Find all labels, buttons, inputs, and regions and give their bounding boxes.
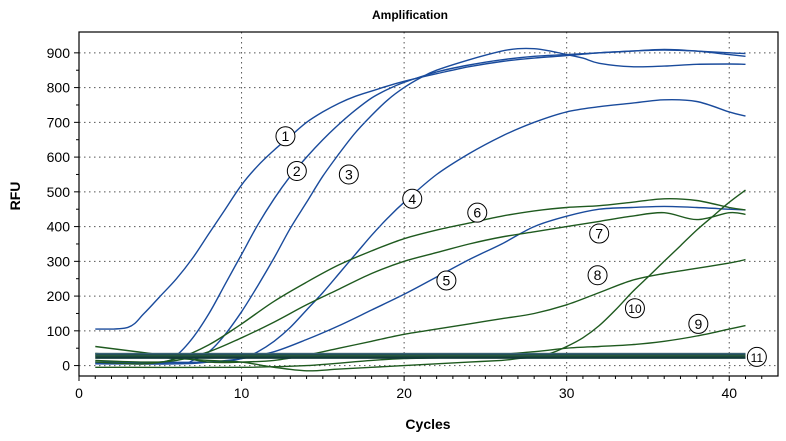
curve-label-1: 1 — [275, 126, 296, 147]
curve-label-text: 9 — [694, 316, 702, 332]
curve-label-9: 9 — [688, 313, 709, 334]
series-3-line — [95, 47, 746, 365]
curve-label-11: 11 — [746, 346, 767, 367]
curve-series — [95, 47, 746, 372]
curve-label-circle — [467, 202, 488, 223]
series-8-line — [95, 258, 746, 364]
series-2-line — [95, 48, 746, 365]
curve-label-circle — [624, 298, 645, 319]
y-tick-label: 300 — [47, 253, 71, 269]
curve-label-circle — [402, 188, 423, 209]
curve-label-text: 10 — [628, 302, 642, 316]
series-7-line — [95, 211, 746, 363]
y-tick-label: 600 — [47, 149, 71, 165]
curve-label-circle — [286, 160, 307, 181]
y-tick-label: 400 — [47, 219, 71, 235]
chart-title: Amplification — [372, 8, 448, 22]
curve-label-10: 10 — [624, 298, 645, 319]
y-tick-label: 800 — [47, 80, 71, 96]
y-axis-label: RFU — [7, 182, 23, 211]
curve-label-circle — [275, 126, 296, 147]
curve-label-4: 4 — [402, 188, 423, 209]
curve-label-2: 2 — [286, 160, 307, 181]
y-tick-label: 500 — [47, 184, 71, 200]
curve-label-text: 3 — [345, 166, 353, 182]
curve-label-6: 6 — [467, 202, 488, 223]
curve-label-3: 3 — [338, 164, 359, 185]
x-axis-label: Cycles — [405, 416, 450, 432]
series-5-line — [95, 205, 746, 365]
series-4-line — [95, 98, 746, 364]
x-tick-label: 40 — [721, 385, 737, 401]
curve-label-text: 2 — [293, 163, 301, 179]
curve-label-7: 7 — [589, 223, 610, 244]
y-tick-label: 700 — [47, 114, 71, 130]
y-tick-label: 0 — [62, 358, 70, 374]
curve-label-text: 1 — [282, 128, 290, 144]
curve-label-text: 7 — [595, 226, 603, 242]
curve-label-8: 8 — [587, 265, 608, 286]
x-tick-label: 30 — [559, 385, 575, 401]
series-9-line — [95, 324, 746, 369]
curve-label-text: 6 — [473, 205, 481, 221]
series-6-line — [95, 198, 746, 365]
x-tick-label: 10 — [234, 385, 250, 401]
curve-label-text: 8 — [594, 267, 602, 283]
y-tick-label: 200 — [47, 288, 71, 304]
series-1-line — [95, 49, 746, 330]
curve-label-circle — [587, 265, 608, 286]
curve-labels: 1 2 3 4 6 7 5 8 10 9 11 — [275, 126, 767, 367]
curve-label-circle — [436, 270, 457, 291]
curve-label-circle — [338, 164, 359, 185]
y-tick-label: 900 — [47, 45, 71, 61]
plot-frame — [78, 31, 779, 377]
curve-label-text: 11 — [751, 351, 764, 365]
x-tick-label: 0 — [75, 385, 83, 401]
x-tick-label: 20 — [396, 385, 412, 401]
y-tick-label: 100 — [47, 323, 71, 339]
curve-label-text: 4 — [408, 191, 416, 207]
curve-label-text: 5 — [442, 272, 450, 288]
gridlines — [79, 32, 778, 376]
curve-label-circle — [746, 346, 767, 367]
curve-label-5: 5 — [436, 270, 457, 291]
curve-label-circle — [589, 223, 610, 244]
curve-label-circle — [688, 313, 709, 334]
